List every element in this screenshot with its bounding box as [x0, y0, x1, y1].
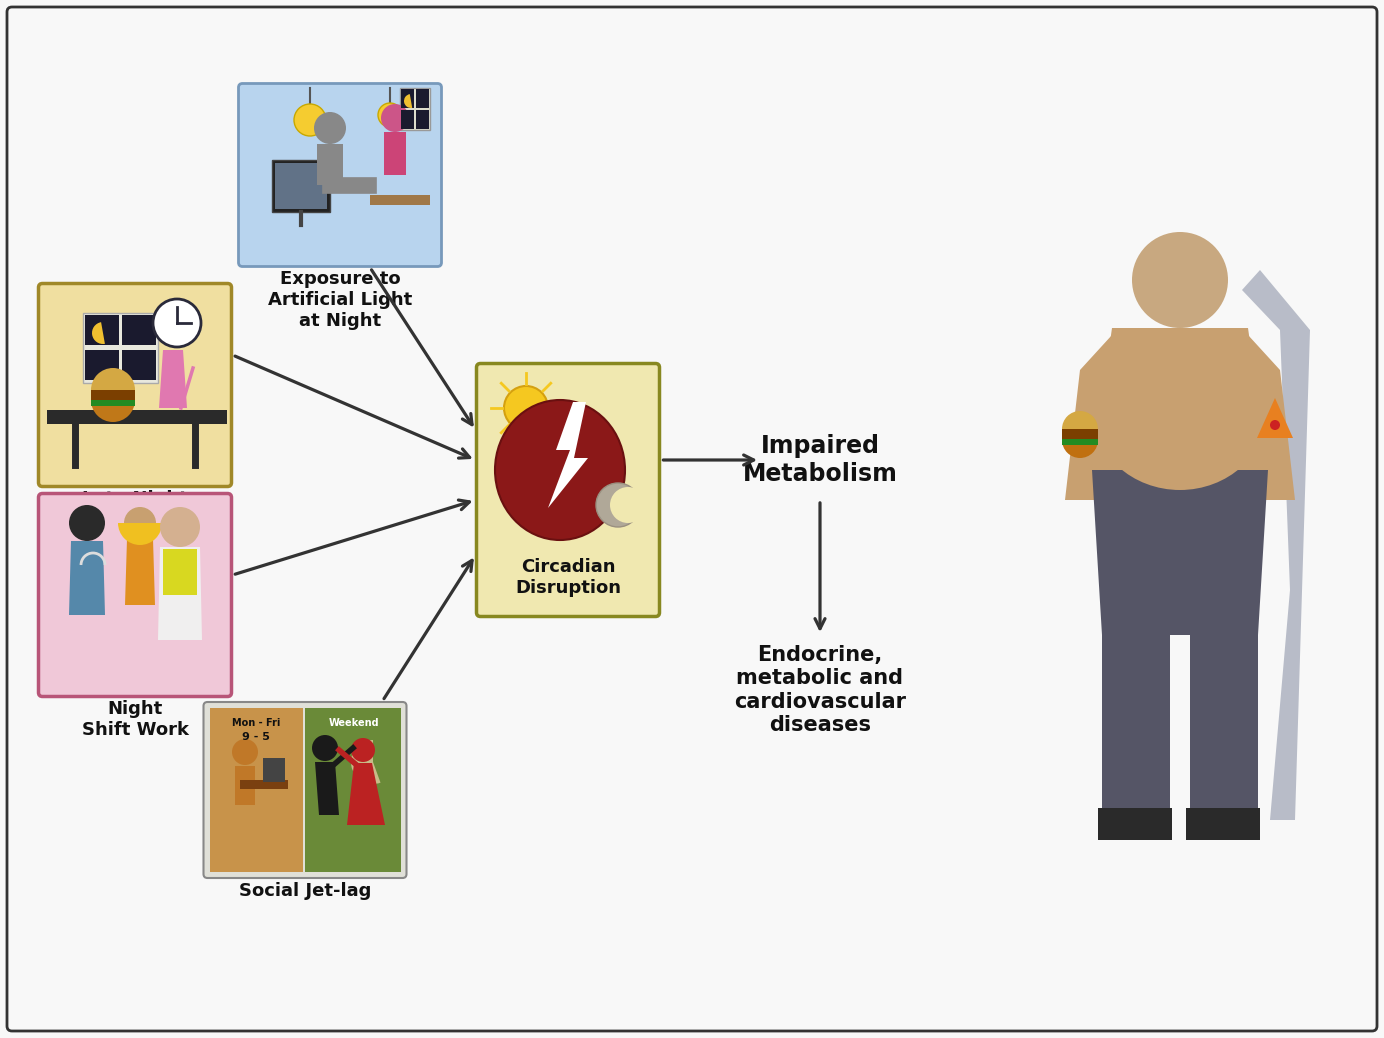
Circle shape — [69, 506, 105, 541]
Polygon shape — [1092, 470, 1268, 635]
Bar — [401, 89, 414, 108]
Circle shape — [610, 487, 646, 523]
Circle shape — [1271, 420, 1280, 430]
Bar — [273, 160, 329, 212]
Bar — [122, 350, 156, 380]
Bar — [1102, 620, 1169, 810]
Bar — [84, 350, 119, 380]
Circle shape — [378, 103, 401, 127]
Bar — [91, 390, 136, 400]
Polygon shape — [316, 762, 339, 815]
Wedge shape — [404, 94, 412, 108]
FancyBboxPatch shape — [39, 493, 231, 696]
Ellipse shape — [495, 400, 626, 540]
Bar — [1098, 808, 1172, 840]
Wedge shape — [1062, 411, 1098, 429]
Circle shape — [597, 483, 639, 527]
Polygon shape — [1232, 335, 1295, 500]
Text: Mon - Fri: Mon - Fri — [233, 718, 281, 728]
FancyBboxPatch shape — [238, 83, 441, 267]
Polygon shape — [1257, 398, 1293, 438]
Polygon shape — [159, 350, 187, 408]
Wedge shape — [91, 368, 136, 390]
Text: Weekend: Weekend — [328, 718, 379, 728]
Bar — [47, 410, 227, 424]
Circle shape — [1132, 233, 1228, 328]
Polygon shape — [235, 766, 255, 805]
Polygon shape — [158, 547, 202, 640]
Bar — [1190, 620, 1258, 810]
Bar — [1186, 808, 1259, 840]
Polygon shape — [383, 132, 406, 175]
Circle shape — [311, 735, 338, 761]
Text: Exposure to
Artificial Light
at Night: Exposure to Artificial Light at Night — [268, 271, 412, 330]
Bar — [209, 708, 303, 872]
Bar — [417, 89, 429, 108]
Bar — [400, 88, 430, 130]
Circle shape — [125, 507, 156, 539]
Text: Endocrine,
metabolic and
cardiovascular
diseases: Endocrine, metabolic and cardiovascular … — [734, 646, 907, 735]
Polygon shape — [1066, 335, 1128, 500]
Circle shape — [293, 104, 327, 136]
Wedge shape — [352, 740, 381, 784]
Circle shape — [352, 738, 375, 762]
Ellipse shape — [1092, 330, 1268, 490]
Circle shape — [381, 104, 410, 132]
Text: Circadian
Disruption: Circadian Disruption — [515, 558, 621, 597]
Bar — [84, 315, 119, 345]
Polygon shape — [1092, 328, 1268, 470]
Bar — [91, 398, 136, 406]
FancyBboxPatch shape — [476, 363, 660, 617]
Circle shape — [161, 507, 201, 547]
Bar — [122, 315, 156, 345]
Bar — [1062, 437, 1098, 445]
Bar — [370, 195, 430, 204]
Polygon shape — [317, 144, 343, 185]
Bar — [401, 110, 414, 129]
Wedge shape — [1062, 440, 1098, 458]
Bar — [263, 758, 285, 782]
Wedge shape — [91, 322, 105, 344]
Bar — [275, 163, 327, 209]
Bar — [304, 708, 400, 872]
FancyBboxPatch shape — [203, 702, 407, 878]
Bar — [83, 313, 158, 383]
Polygon shape — [125, 539, 155, 605]
Wedge shape — [91, 400, 136, 422]
Polygon shape — [69, 541, 105, 614]
FancyBboxPatch shape — [7, 7, 1377, 1031]
Circle shape — [504, 386, 548, 430]
Circle shape — [233, 739, 257, 765]
Text: 9 - 5: 9 - 5 — [242, 732, 270, 742]
Circle shape — [314, 112, 346, 144]
FancyBboxPatch shape — [39, 283, 231, 487]
Bar — [239, 780, 288, 789]
Polygon shape — [548, 402, 588, 508]
Bar — [417, 110, 429, 129]
Bar — [1062, 429, 1098, 439]
Circle shape — [154, 299, 201, 347]
Polygon shape — [347, 763, 385, 825]
Polygon shape — [163, 549, 197, 595]
Text: Late Night
Eating: Late Night Eating — [82, 491, 188, 529]
Text: Night
Shift Work: Night Shift Work — [82, 701, 188, 739]
Text: Social Jet-lag: Social Jet-lag — [239, 882, 371, 900]
Wedge shape — [118, 523, 162, 545]
Text: Impaired
Metabolism: Impaired Metabolism — [743, 434, 897, 486]
Polygon shape — [1241, 270, 1311, 820]
